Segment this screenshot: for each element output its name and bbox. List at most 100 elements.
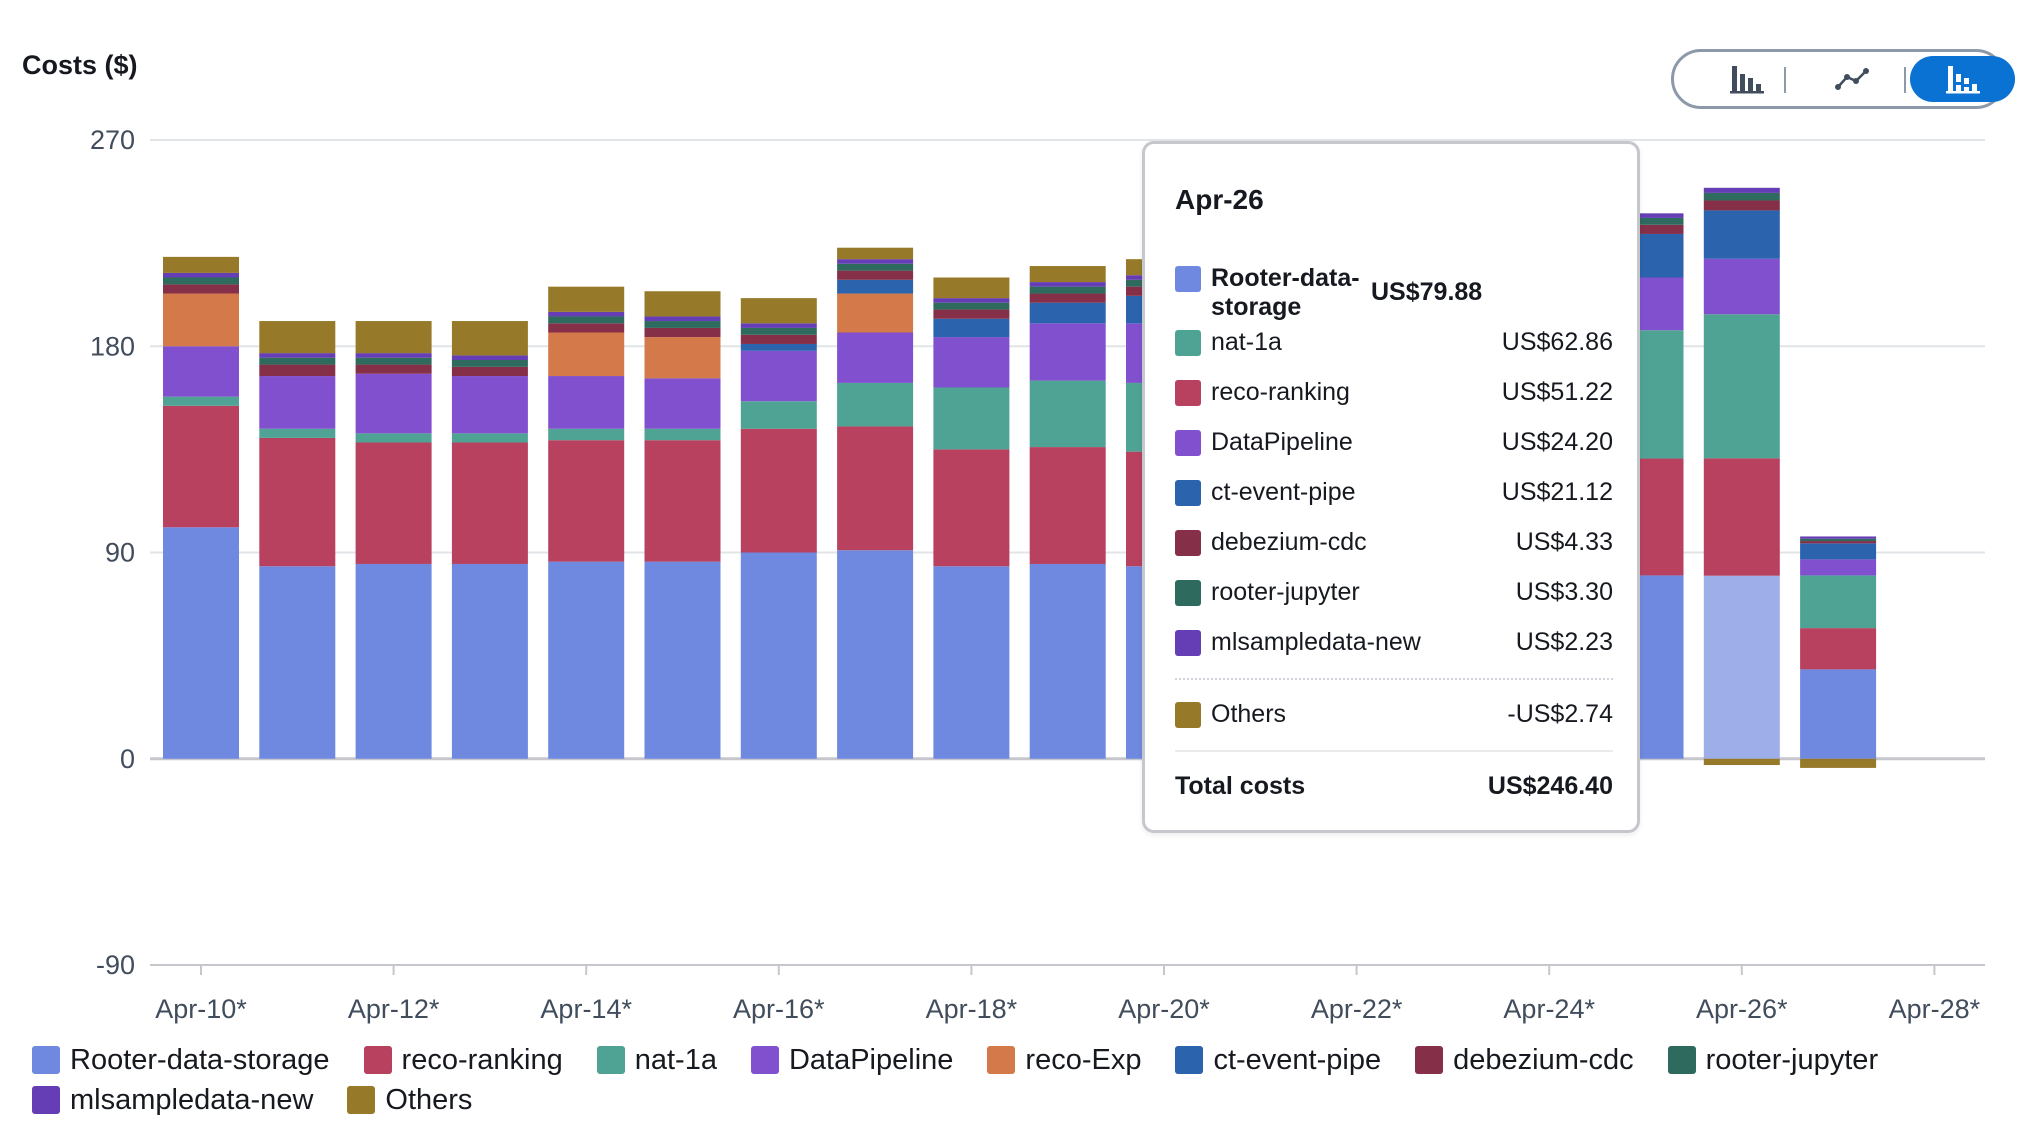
bar-segment[interactable]	[355, 321, 432, 354]
bar-segment[interactable]	[1607, 217, 1684, 225]
legend-item[interactable]: rooter-jupyter	[1667, 1044, 1878, 1076]
bar-segment[interactable]	[644, 561, 721, 759]
bar-segment[interactable]	[1703, 458, 1780, 576]
bar-segment[interactable]	[451, 355, 528, 360]
bar-segment[interactable]	[933, 337, 1010, 388]
bar-segment[interactable]	[163, 284, 239, 294]
legend-item[interactable]: nat-1a	[596, 1044, 717, 1076]
bar-segment[interactable]	[644, 337, 721, 379]
bar-segment[interactable]	[837, 382, 914, 427]
bar-segment[interactable]	[740, 401, 817, 429]
bar-segment[interactable]	[163, 272, 239, 278]
bar-segment[interactable]	[548, 440, 625, 562]
bar-segment[interactable]	[740, 428, 817, 553]
bar-segment[interactable]	[259, 566, 336, 759]
bar-segment[interactable]	[933, 309, 1010, 319]
bar-segment[interactable]	[644, 440, 721, 562]
bar-segment[interactable]	[837, 247, 914, 260]
bar-segment[interactable]	[837, 332, 914, 383]
bar-segment[interactable]	[1029, 293, 1106, 303]
bar-segment[interactable]	[548, 332, 625, 377]
bar-segment[interactable]	[1800, 536, 1877, 539]
bar-segment[interactable]	[451, 376, 528, 434]
bar-segment[interactable]	[451, 563, 528, 759]
bar-segment[interactable]	[548, 561, 625, 759]
bar-segment[interactable]	[1800, 541, 1877, 544]
bar-segment[interactable]	[837, 279, 914, 294]
bar-segment[interactable]	[837, 263, 914, 271]
bar-segment[interactable]	[355, 433, 432, 443]
bar-segment[interactable]	[837, 259, 914, 264]
bar-segment[interactable]	[1800, 559, 1877, 576]
bar-segment[interactable]	[355, 364, 432, 374]
bar-segment[interactable]	[259, 353, 336, 358]
legend-item[interactable]: mlsampledata-new	[32, 1084, 313, 1116]
bar-segment[interactable]	[1029, 447, 1106, 564]
legend-item[interactable]: Rooter-data-storage	[32, 1044, 330, 1076]
bar-segment[interactable]	[1029, 282, 1106, 287]
bar-segment[interactable]	[933, 449, 1010, 567]
bar-segment[interactable]	[837, 293, 914, 333]
bar-segment[interactable]	[1703, 314, 1780, 459]
bar-segment[interactable]	[837, 426, 914, 551]
bar-segment[interactable]	[355, 373, 432, 434]
bar-segment[interactable]	[259, 437, 336, 567]
bar-segment[interactable]	[740, 552, 817, 759]
bar-segment[interactable]	[1029, 286, 1106, 294]
bar-segment[interactable]	[451, 366, 528, 377]
bar-segment[interactable]	[740, 343, 817, 351]
bar-segment[interactable]	[163, 293, 239, 347]
bar-segment[interactable]	[163, 277, 239, 285]
bar-segment[interactable]	[163, 256, 239, 273]
bar-segment[interactable]	[1703, 192, 1780, 201]
bar-segment[interactable]	[548, 323, 625, 333]
bar-segment[interactable]	[1703, 200, 1780, 211]
bar-segment[interactable]	[548, 316, 625, 324]
bar-segment[interactable]	[1607, 224, 1684, 234]
bar-segment[interactable]	[451, 360, 528, 367]
bar-segment[interactable]	[1703, 210, 1780, 259]
legend-item[interactable]: reco-Exp	[987, 1044, 1141, 1076]
bar-segment[interactable]	[644, 321, 721, 328]
bar-segment[interactable]	[933, 566, 1010, 759]
bar-segment[interactable]	[259, 428, 336, 438]
bar-segment[interactable]	[1800, 628, 1877, 670]
bar-segment[interactable]	[451, 433, 528, 443]
bar-segment[interactable]	[644, 291, 721, 317]
bar-segment[interactable]	[837, 550, 914, 759]
bar-segment[interactable]	[1607, 213, 1684, 218]
bar-segment[interactable]	[837, 270, 914, 280]
bar-segment[interactable]	[259, 376, 336, 429]
bar-segment[interactable]	[1800, 669, 1877, 759]
bar-segment[interactable]	[1029, 266, 1106, 283]
bar-segment[interactable]	[355, 563, 432, 759]
legend-item[interactable]: DataPipeline	[750, 1044, 953, 1076]
bar-segment[interactable]	[1800, 538, 1877, 542]
bar-segment[interactable]	[163, 396, 239, 406]
bar-segment[interactable]	[1703, 758, 1780, 766]
legend-item[interactable]: debezium-cdc	[1415, 1044, 1634, 1076]
bar-segment[interactable]	[644, 378, 721, 429]
bar-segment[interactable]	[259, 321, 336, 354]
bar-segment[interactable]	[644, 428, 721, 441]
bar-segment[interactable]	[548, 311, 625, 317]
bar-segment[interactable]	[1029, 302, 1106, 324]
bar-segment[interactable]	[933, 298, 1010, 303]
bar-segment[interactable]	[1800, 758, 1877, 768]
line-chart-button[interactable]	[1799, 56, 1904, 102]
bar-segment[interactable]	[740, 298, 817, 324]
bar-segment[interactable]	[933, 302, 1010, 310]
bar-segment[interactable]	[1800, 575, 1877, 629]
bar-segment[interactable]	[933, 387, 1010, 450]
bar-chart-button[interactable]	[1694, 56, 1799, 102]
bar-segment[interactable]	[740, 323, 817, 328]
bar-segment[interactable]	[1800, 543, 1877, 560]
bar-segment[interactable]	[740, 334, 817, 344]
bar-segment[interactable]	[1029, 323, 1106, 381]
bar-segment[interactable]	[548, 286, 625, 312]
legend-item[interactable]: reco-ranking	[363, 1044, 563, 1076]
bar-segment[interactable]	[163, 346, 239, 397]
bar-segment[interactable]	[451, 442, 528, 564]
bar-segment[interactable]	[163, 405, 239, 528]
bar-segment[interactable]	[355, 357, 432, 365]
